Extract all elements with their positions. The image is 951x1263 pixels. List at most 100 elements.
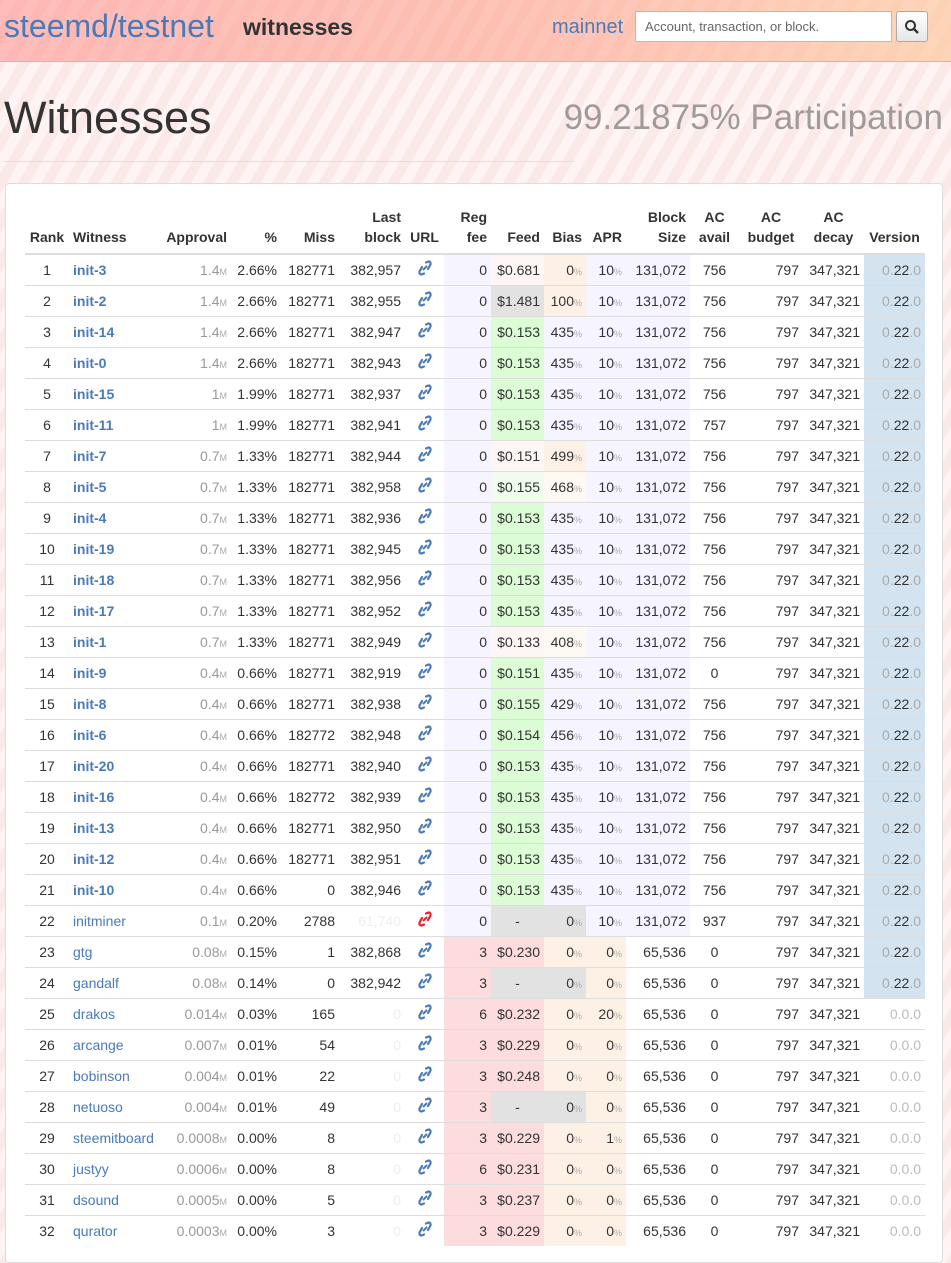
- link-icon[interactable]: [417, 1035, 432, 1054]
- nav-section-title[interactable]: witnesses: [243, 14, 353, 40]
- version-patch: .0: [909, 509, 921, 526]
- column-header-approval[interactable]: Approval: [161, 204, 231, 255]
- witness-link[interactable]: netuoso: [73, 1098, 123, 1115]
- witness-link[interactable]: steemitboard: [73, 1129, 154, 1146]
- link-icon[interactable]: [417, 539, 432, 558]
- link-icon[interactable]: [417, 446, 432, 465]
- column-header-rank[interactable]: Rank: [25, 204, 69, 255]
- link-icon[interactable]: [417, 1128, 432, 1147]
- table-row: 31 dsound 0.0005M 0.00% 5 0 3 $0.237 0% 0% 65,536 0…: [25, 1183, 925, 1215]
- witness-link[interactable]: qurator: [73, 1222, 118, 1239]
- link-icon[interactable]: [417, 818, 432, 837]
- witness-link[interactable]: gandalf: [73, 974, 119, 991]
- witness-link[interactable]: init-12: [73, 850, 115, 867]
- link-icon[interactable]: [417, 291, 432, 310]
- link-icon[interactable]: [417, 973, 432, 992]
- version-cell: 0.22.0: [864, 532, 925, 564]
- witness-link[interactable]: init-0: [73, 354, 107, 371]
- link-icon[interactable]: [417, 787, 432, 806]
- witness-link[interactable]: init-14: [73, 323, 115, 340]
- link-icon[interactable]: [417, 911, 432, 930]
- url-cell: [405, 501, 444, 533]
- link-icon[interactable]: [417, 880, 432, 899]
- witness-link[interactable]: arcange: [73, 1036, 124, 1053]
- column-header-block-size[interactable]: Block Size: [626, 204, 690, 255]
- witness-link[interactable]: init-1: [73, 633, 107, 650]
- column-header-last-block[interactable]: Last block: [339, 204, 405, 255]
- witness-link[interactable]: initminer: [73, 912, 126, 929]
- witness-link[interactable]: dsound: [73, 1191, 119, 1208]
- apr-value: 10: [598, 478, 614, 495]
- witness-link[interactable]: init-4: [73, 509, 107, 526]
- link-icon[interactable]: [417, 570, 432, 589]
- link-icon[interactable]: [417, 849, 432, 868]
- feed-cell: $0.153: [491, 873, 544, 905]
- link-icon[interactable]: [417, 1221, 432, 1240]
- witness-link[interactable]: init-7: [73, 447, 107, 464]
- witness-link[interactable]: init-17: [73, 602, 115, 619]
- ac-avail-cell: 756: [690, 842, 739, 874]
- column-header-ac-decay[interactable]: AC decay: [803, 204, 864, 255]
- witness-link[interactable]: init-2: [73, 292, 107, 309]
- link-icon[interactable]: [417, 508, 432, 527]
- column-header-version[interactable]: Version: [864, 204, 925, 255]
- witness-link[interactable]: init-5: [73, 478, 107, 495]
- link-icon[interactable]: [417, 1159, 432, 1178]
- witness-link[interactable]: init-3: [73, 261, 107, 278]
- witness-link[interactable]: init-6: [73, 726, 107, 743]
- link-icon[interactable]: [417, 725, 432, 744]
- witness-link[interactable]: init-15: [73, 385, 115, 402]
- witness-link[interactable]: init-9: [73, 664, 107, 681]
- link-icon[interactable]: [417, 477, 432, 496]
- link-icon[interactable]: [417, 1004, 432, 1023]
- witness-link[interactable]: init-8: [73, 695, 107, 712]
- witness-link[interactable]: init-20: [73, 757, 115, 774]
- url-cell: [405, 997, 444, 1029]
- witness-link[interactable]: init-11: [73, 416, 114, 433]
- column-header-bias[interactable]: Bias: [544, 204, 586, 255]
- search-button[interactable]: [896, 11, 928, 42]
- link-icon[interactable]: [417, 1066, 432, 1085]
- witness-link[interactable]: justyy: [73, 1160, 109, 1177]
- link-icon[interactable]: [417, 260, 432, 279]
- column-header-witness[interactable]: Witness: [69, 204, 161, 255]
- link-icon[interactable]: [417, 601, 432, 620]
- rank-cell: 28: [25, 1090, 69, 1122]
- column-header-url[interactable]: URL: [405, 204, 444, 255]
- link-icon[interactable]: [417, 353, 432, 372]
- witness-link[interactable]: init-19: [73, 540, 115, 557]
- witness-link[interactable]: init-18: [73, 571, 115, 588]
- bias-cell: 0%: [544, 1214, 586, 1246]
- mainnet-link[interactable]: mainnet: [552, 16, 624, 38]
- approval-value: 1: [211, 385, 220, 402]
- brand-link[interactable]: steemd/testnet: [4, 8, 214, 44]
- link-icon[interactable]: [417, 415, 432, 434]
- witness-link[interactable]: gtg: [73, 943, 93, 960]
- column-header-percent[interactable]: %: [231, 204, 281, 255]
- column-header-apr[interactable]: APR: [586, 204, 626, 255]
- link-icon[interactable]: [417, 1097, 432, 1116]
- column-header-reg-fee[interactable]: Reg fee: [444, 204, 491, 255]
- link-icon[interactable]: [417, 694, 432, 713]
- witness-link[interactable]: init-13: [73, 819, 115, 836]
- link-icon[interactable]: [417, 756, 432, 775]
- unit-pct: %: [613, 576, 622, 587]
- link-icon[interactable]: [417, 322, 432, 341]
- apr-cell: 10%: [586, 532, 626, 564]
- link-icon[interactable]: [417, 942, 432, 961]
- link-icon[interactable]: [417, 1190, 432, 1209]
- block-size-cell: 131,072: [626, 408, 690, 440]
- url-cell: [405, 811, 444, 843]
- witness-link[interactable]: bobinson: [73, 1067, 130, 1084]
- witness-link[interactable]: init-16: [73, 788, 115, 805]
- column-header-miss[interactable]: Miss: [281, 204, 339, 255]
- link-icon[interactable]: [417, 384, 432, 403]
- search-input[interactable]: [635, 11, 892, 42]
- witness-link[interactable]: init-10: [73, 881, 115, 898]
- column-header-ac-budget[interactable]: AC budget: [739, 204, 803, 255]
- witness-link[interactable]: drakos: [73, 1005, 116, 1022]
- column-header-feed[interactable]: Feed: [491, 204, 544, 255]
- column-header-ac-avail[interactable]: AC avail: [690, 204, 739, 255]
- link-icon[interactable]: [417, 663, 432, 682]
- link-icon[interactable]: [417, 632, 432, 651]
